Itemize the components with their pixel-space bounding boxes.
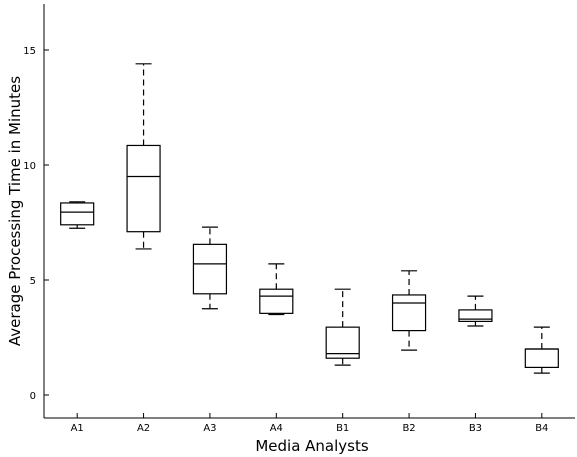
plot-layer: 0 5 10 15 A1 A2 A3 A4 B1 B2 B3 B4 (23, 4, 575, 434)
x-tick-label: B4 (535, 423, 548, 434)
x-tick-label: A4 (270, 423, 283, 434)
x-tick-label: A1 (71, 423, 84, 434)
y-tick-label: 5 (30, 276, 36, 287)
x-tick-label: B3 (469, 423, 482, 434)
y-tick-label: 15 (23, 46, 36, 57)
box-iqr (259, 288, 294, 314)
y-tick-label: 0 (30, 391, 36, 402)
x-axis-label: Media Analysts (255, 437, 369, 455)
box-iqr (126, 144, 161, 233)
y-tick-label: 10 (23, 161, 36, 172)
x-tick-label: B2 (402, 423, 415, 434)
box-iqr (192, 243, 228, 295)
box-iqr (60, 202, 95, 226)
x-tick-label: A2 (137, 423, 150, 434)
box-iqr (458, 309, 493, 322)
x-tick-label: B1 (336, 423, 349, 434)
y-axis-label: Average Processing Time in Minutes (6, 76, 24, 346)
box-iqr (524, 348, 559, 368)
x-tick-label: A3 (203, 423, 216, 434)
box-iqr (391, 294, 427, 332)
